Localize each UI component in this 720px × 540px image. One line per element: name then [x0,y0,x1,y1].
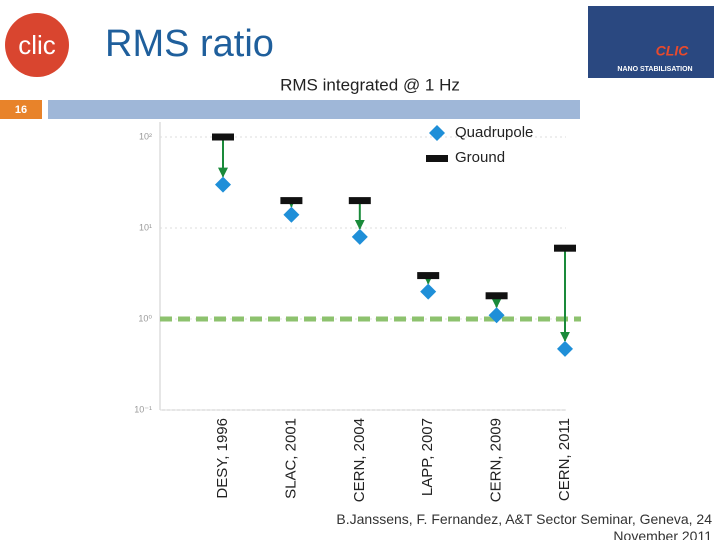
y-tick-label: 10⁻¹ [134,404,152,414]
logo-right-subtitle: NANO STABILISATION [617,66,692,73]
slide-title: RMS ratio [105,23,274,65]
ground-mark [280,197,303,205]
x-tick-label: DESY, 1996 [214,418,231,499]
legend-marker [426,155,448,162]
legend-label: Ground [455,149,505,166]
y-tick-label: 10⁰ [138,313,152,323]
page-number-box [0,100,42,119]
legend-label: Quadrupole [455,124,533,141]
legend-marker [429,125,445,141]
y-tick-label: 10¹ [139,222,152,232]
chart-title: RMS integrated @ 1 Hz [280,75,460,94]
page-number: 16 [15,104,27,116]
x-tick-label: SLAC, 2001 [282,418,299,499]
logo-right-title: CLIC [656,43,690,59]
quadrupole-mark [215,176,231,193]
footer: B.Janssens, F. Fernandez, A&T Sector Sem… [336,511,712,540]
ground-mark [348,197,371,205]
header-bar [48,100,580,119]
quadrupole-mark [351,228,368,245]
logo-right [588,6,714,78]
logo-left [5,13,69,77]
x-tick-label: LAPP, 2007 [419,418,436,496]
y-tick-label: 10² [139,131,152,141]
ground-mark [485,292,508,300]
x-tick-label: CERN, 2009 [488,418,505,502]
quadrupole-mark [283,206,300,223]
x-tick-label: CERN, 2011 [556,418,573,501]
ground-mark [212,133,234,141]
logo-left-text: clic [18,30,56,60]
ground-mark [554,244,576,252]
x-tick-label: CERN, 2004 [351,418,368,502]
quadrupole-mark [557,340,573,357]
quadrupole-mark [488,307,505,324]
plot-area [125,120,585,415]
quadrupole-mark [420,283,437,300]
ground-mark [417,272,440,280]
